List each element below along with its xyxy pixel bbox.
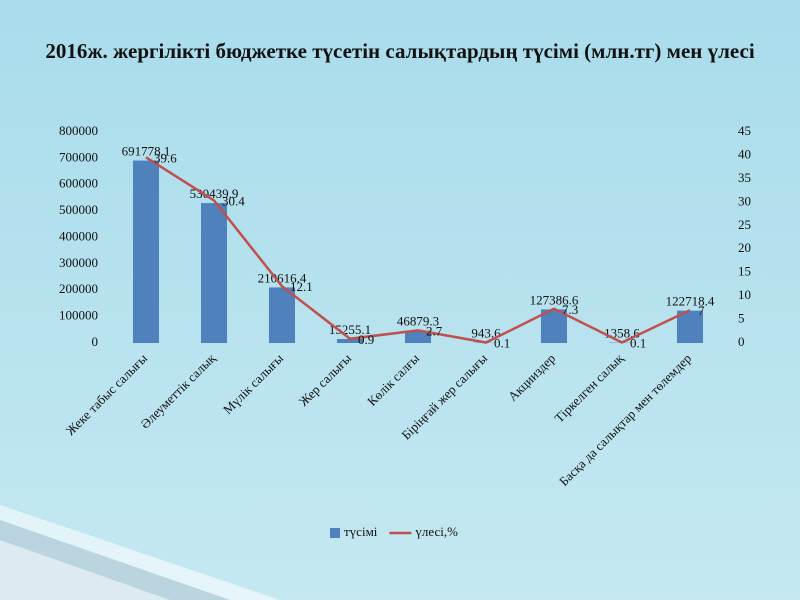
y-tick-label: 300000 xyxy=(59,255,98,270)
data-label: 39.6 xyxy=(154,150,177,165)
bar xyxy=(269,287,295,343)
line xyxy=(145,156,691,344)
chart-title: 2016ж. жергілікті бюджетке түсетін салық… xyxy=(45,39,755,63)
bar xyxy=(133,160,159,343)
bar xyxy=(677,310,703,343)
x-tick-label: Акцииздер xyxy=(505,351,558,404)
x-tick-label: Басқа да салықтар мен төлемдер xyxy=(556,351,694,489)
data-label: 691778.1 xyxy=(122,144,171,159)
y-tick-label: 600000 xyxy=(59,176,98,191)
data-label: 2.7 xyxy=(426,323,443,338)
data-label: 127386.6 xyxy=(530,292,579,307)
data-label: 0.1 xyxy=(494,336,510,351)
bar xyxy=(201,203,227,343)
data-label: 7 xyxy=(698,303,705,318)
x-tick-label: Көлік салғы xyxy=(364,350,422,408)
x-tick-label: Әлеуметтік салық xyxy=(137,350,218,431)
y2-tick-label: 35 xyxy=(738,170,751,185)
data-label: 122718.4 xyxy=(666,294,715,309)
y2-tick-label: 15 xyxy=(738,264,751,279)
data-label: 15255.1 xyxy=(329,322,371,337)
y-tick-label: 700000 xyxy=(59,149,98,164)
data-label: 30.4 xyxy=(222,193,245,208)
y-tick-label: 200000 xyxy=(59,281,98,296)
data-label: 530439.9 xyxy=(190,186,239,201)
data-label: 0.1 xyxy=(630,336,646,351)
x-tick-label: Жер салығы xyxy=(296,350,355,409)
legend-swatch xyxy=(330,528,340,538)
data-label: 7.3 xyxy=(562,302,578,317)
legend-label: түсімі xyxy=(344,524,378,539)
data-label: 46879.3 xyxy=(397,314,439,329)
y2-tick-label: 10 xyxy=(738,287,751,302)
x-tick-label: Мүлік салығы xyxy=(220,350,287,417)
data-label: 12.1 xyxy=(290,279,313,294)
legend-label: үлесі,% xyxy=(415,524,458,539)
bar xyxy=(541,309,567,343)
y-tick-label: 500000 xyxy=(59,202,98,217)
x-tick-label: Тіркелген салық xyxy=(551,350,626,425)
y-tick-label: 400000 xyxy=(59,228,98,243)
data-label: 210616.4 xyxy=(258,270,307,285)
bar xyxy=(337,338,363,343)
y2-tick-label: 5 xyxy=(738,311,745,326)
y2-tick-label: 30 xyxy=(738,193,751,208)
y2-tick-label: 25 xyxy=(738,217,751,232)
y2-tick-label: 40 xyxy=(738,146,751,161)
y-tick-label: 800000 xyxy=(59,123,98,138)
y2-tick-label: 45 xyxy=(738,123,751,138)
y2-tick-label: 0 xyxy=(738,334,745,349)
x-tick-label: Жеке табыс салығы xyxy=(63,350,151,438)
data-label: 0.9 xyxy=(358,332,374,347)
data-label: 943.6 xyxy=(471,326,501,341)
bar xyxy=(405,330,431,343)
decoration xyxy=(0,505,280,600)
y2-tick-label: 20 xyxy=(738,240,751,255)
y-tick-label: 0 xyxy=(92,334,99,349)
y-tick-label: 100000 xyxy=(59,308,98,323)
